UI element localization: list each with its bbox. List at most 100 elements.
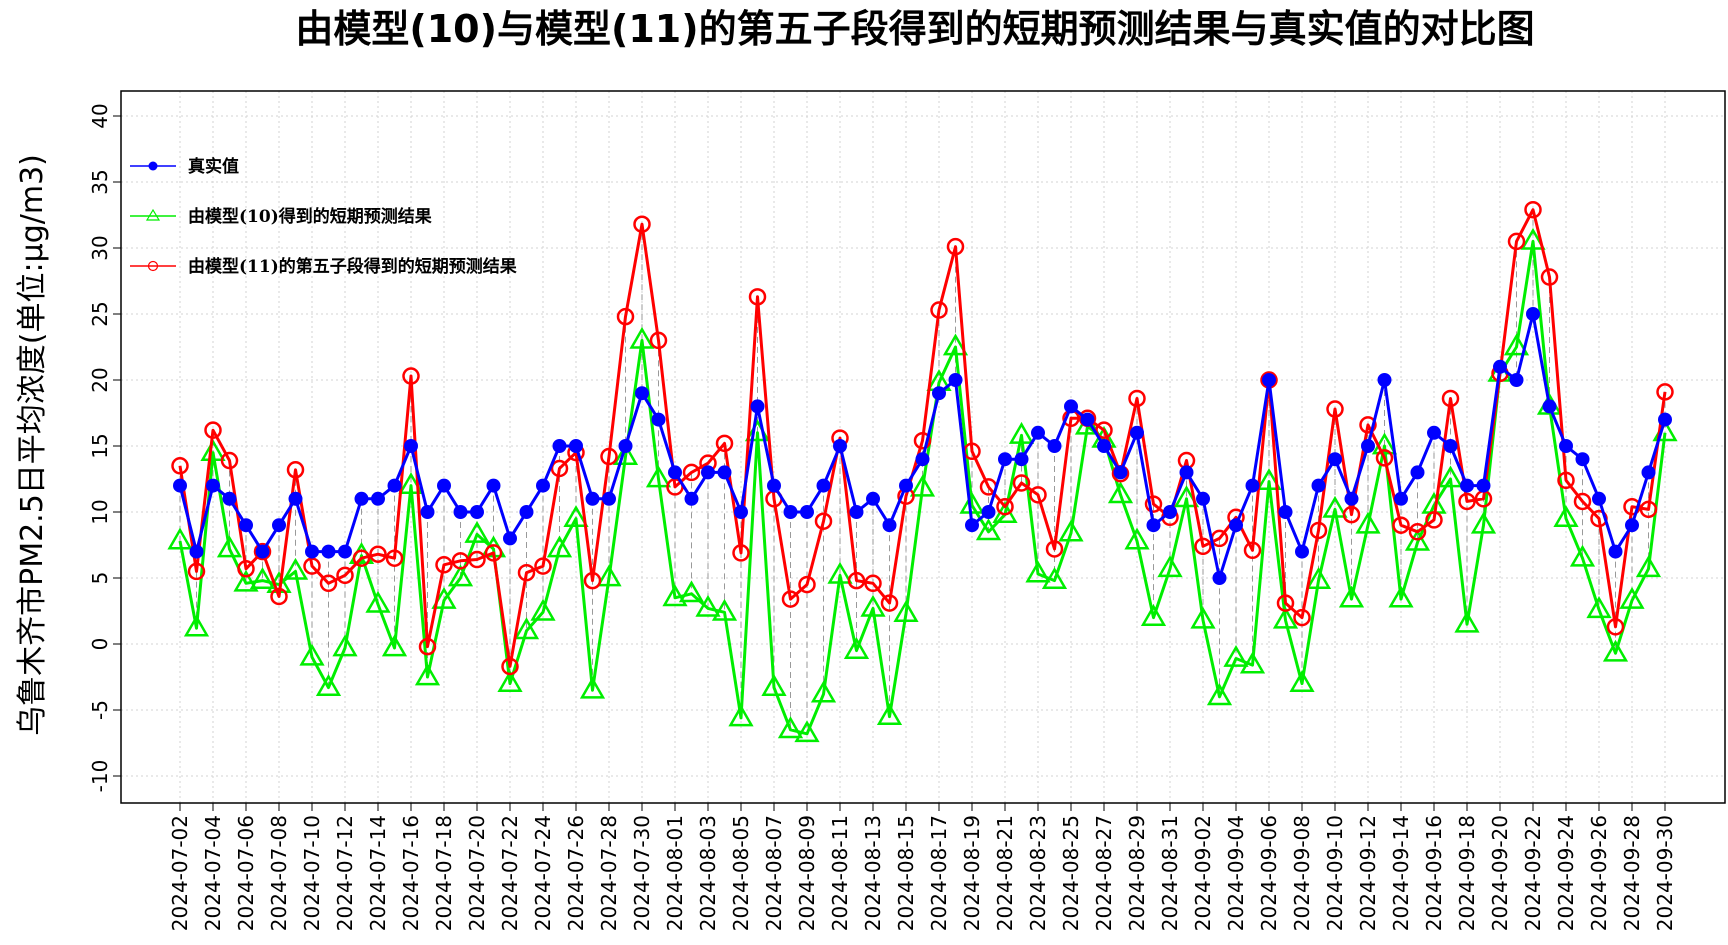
data-point-actual [668, 465, 682, 480]
data-point-actual [948, 373, 963, 387]
data-point-model10 [893, 600, 919, 623]
data-point-model10 [827, 561, 853, 584]
data-point-actual [1361, 439, 1375, 453]
data-point-model11 [1045, 540, 1064, 558]
data-point-model11 [1656, 383, 1674, 401]
x-tick-label: 2024-07-22 [498, 815, 522, 931]
data-point-actual [1526, 307, 1540, 321]
data-point-model11 [451, 552, 470, 570]
data-point-actual [437, 478, 451, 493]
data-point-model11 [237, 560, 255, 578]
legend-marker [145, 208, 161, 221]
x-tick-label: 2024-07-10 [300, 815, 324, 931]
data-point-model10 [1553, 505, 1579, 527]
x-tick-label: 2024-07-20 [465, 815, 489, 931]
data-point-model11 [270, 587, 288, 606]
data-point-actual [866, 491, 880, 506]
data-point-actual [519, 505, 534, 519]
data-point-actual [1394, 491, 1408, 506]
data-point-actual [602, 491, 616, 506]
data-point-actual [717, 465, 732, 480]
data-point-actual [816, 478, 831, 493]
y-axis: -10 -5 0 5 10 15 20 25 30 35 40 [88, 103, 121, 792]
data-point-actual [882, 518, 897, 533]
x-tick-label: 2024-08-17 [927, 815, 951, 931]
data-point-model11 [369, 545, 387, 563]
data-point-model10 [645, 465, 672, 488]
data-point-actual [734, 505, 748, 519]
data-point-actual [1476, 478, 1491, 493]
data-point-actual [173, 478, 187, 493]
data-point-actual [569, 439, 583, 453]
data-point-actual [1179, 465, 1194, 480]
data-point-model11 [1573, 492, 1592, 511]
x-tick-label: 2024-07-02 [168, 815, 192, 931]
data-point-model10 [1602, 639, 1629, 662]
data-point-model10 [777, 716, 804, 739]
data-point-model10 [1025, 560, 1051, 583]
data-point-model11 [1458, 492, 1476, 511]
data-point-actual [1460, 478, 1474, 493]
data-point-model10 [579, 676, 606, 699]
data-point-model11 [171, 457, 189, 475]
data-point-model10 [596, 564, 622, 587]
data-point-actual [1031, 425, 1045, 440]
x-tick-label: 2024-08-05 [729, 815, 753, 931]
data-point-model11 [484, 544, 503, 562]
y-tick-label: 5 [88, 572, 112, 585]
data-point-actual [1245, 478, 1260, 493]
data-point-model11 [616, 307, 635, 326]
data-point-model10 [1454, 610, 1480, 633]
data-point-model11 [946, 237, 965, 256]
data-point-model11 [930, 301, 948, 319]
data-point-actual [1608, 544, 1623, 559]
data-point-model10 [233, 569, 259, 592]
data-point-model10 [1058, 519, 1084, 542]
y-tick-label: 20 [88, 367, 112, 392]
data-point-actual [1163, 505, 1177, 519]
data-point-model10 [1635, 555, 1662, 578]
data-point-actual [1262, 373, 1276, 387]
data-point-actual [1344, 491, 1359, 506]
data-point-model10 [1223, 645, 1249, 667]
data-point-actual [1047, 439, 1062, 453]
data-point-actual [404, 439, 418, 453]
data-point-actual [1311, 478, 1326, 493]
data-point-model11 [1408, 523, 1427, 541]
data-point-model11 [286, 461, 305, 479]
data-point-model11 [1309, 521, 1328, 540]
data-point-model11 [600, 447, 618, 466]
data-point-actual [585, 491, 600, 506]
data-point-actual [833, 439, 847, 453]
x-tick-label: 2024-09-02 [1191, 815, 1215, 931]
data-point-actual [800, 505, 814, 519]
data-point-actual [1328, 452, 1342, 467]
data-point-model11 [402, 367, 420, 385]
x-tick-label: 2024-08-21 [993, 815, 1017, 931]
x-tick-label: 2024-09-20 [1488, 815, 1512, 931]
data-point-actual [1542, 399, 1557, 414]
data-point-actual [1097, 439, 1111, 453]
data-point-model11 [1243, 541, 1262, 560]
x-tick-label: 2024-07-26 [564, 815, 588, 931]
data-point-model10 [1322, 495, 1348, 518]
data-point-model11 [847, 571, 866, 590]
data-point-actual [1080, 412, 1095, 427]
data-point-model10 [1503, 333, 1530, 356]
y-tick-label: 10 [88, 499, 112, 524]
data-point-model10 [810, 680, 837, 703]
data-point-actual [1625, 518, 1639, 533]
y-tick-label: 40 [88, 103, 112, 128]
data-point-model10 [909, 474, 936, 497]
data-point-model11 [1276, 594, 1295, 612]
x-tick-label: 2024-07-24 [531, 815, 555, 931]
data-point-model10 [1256, 468, 1282, 491]
data-point-model10 [1173, 485, 1200, 508]
data-point-model11 [1144, 495, 1163, 513]
data-point-actual [1575, 452, 1590, 467]
data-point-model10 [1437, 465, 1464, 488]
data-point-model11 [501, 657, 519, 676]
data-point-model10 [1470, 511, 1497, 534]
data-point-actual [998, 452, 1012, 467]
y-tick-label: 30 [88, 235, 112, 260]
